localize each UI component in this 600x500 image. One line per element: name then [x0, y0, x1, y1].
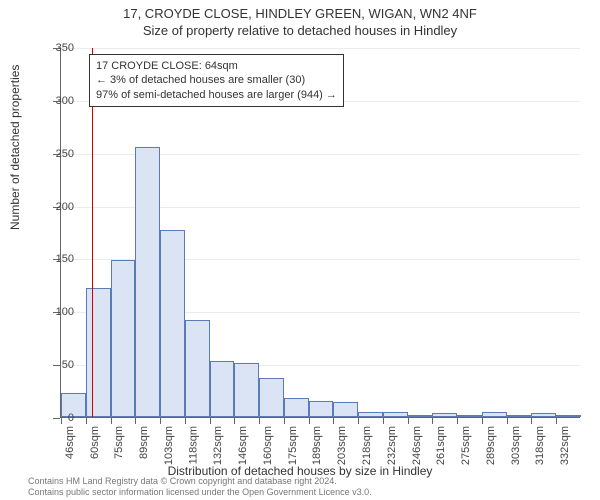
histogram-bar: [259, 378, 284, 417]
x-tick: [284, 418, 285, 424]
x-tick-label: 75sqm: [114, 426, 126, 459]
x-tick: [383, 418, 384, 424]
x-tick: [135, 418, 136, 424]
histogram-bar: [408, 415, 433, 417]
x-tick: [160, 418, 161, 424]
x-tick: [210, 418, 211, 424]
x-tick-label: 203sqm: [336, 426, 348, 465]
chart-container: 17, CROYDE CLOSE, HINDLEY GREEN, WIGAN, …: [0, 0, 600, 500]
x-tick-label: 318sqm: [534, 426, 546, 465]
histogram-bar: [531, 413, 556, 417]
x-tick: [482, 418, 483, 424]
x-tick: [457, 418, 458, 424]
y-tick-label: 150: [34, 253, 74, 265]
x-tick-label: 146sqm: [237, 426, 249, 465]
histogram-bar: [234, 363, 259, 417]
y-tick-label: 250: [34, 148, 74, 160]
annotation-line-1: 17 CROYDE CLOSE: 64sqm: [96, 59, 337, 73]
x-tick: [259, 418, 260, 424]
x-tick-label: 118sqm: [188, 426, 200, 464]
annotation-line-2: ← 3% of detached houses are smaller (30): [96, 73, 337, 87]
x-tick-label: 189sqm: [312, 426, 324, 465]
y-tick-label: 200: [34, 201, 74, 213]
histogram-bar: [185, 320, 210, 417]
y-tick-label: 100: [34, 306, 74, 318]
x-tick: [234, 418, 235, 424]
x-tick-label: 275sqm: [460, 426, 472, 465]
histogram-bar: [556, 415, 581, 417]
histogram-bar: [383, 412, 408, 417]
histogram-bar: [86, 288, 111, 417]
x-tick-label: 103sqm: [163, 426, 175, 465]
x-tick-label: 261sqm: [435, 426, 447, 465]
title-block: 17, CROYDE CLOSE, HINDLEY GREEN, WIGAN, …: [0, 6, 600, 38]
histogram-bar: [333, 402, 358, 417]
histogram-bar: [457, 415, 482, 417]
x-tick: [507, 418, 508, 424]
histogram-bar: [309, 401, 334, 417]
x-tick: [408, 418, 409, 424]
histogram-bar: [111, 260, 136, 418]
histogram-bar: [135, 147, 160, 417]
y-axis-title: Number of detached properties: [8, 65, 22, 230]
x-tick: [185, 418, 186, 424]
x-tick: [86, 418, 87, 424]
x-tick-label: 160sqm: [262, 426, 274, 465]
x-tick: [556, 418, 557, 424]
x-tick-label: 132sqm: [213, 426, 225, 465]
histogram-bar: [482, 412, 507, 417]
x-tick-label: 332sqm: [559, 426, 571, 465]
x-tick-label: 303sqm: [510, 426, 522, 465]
footer-line-1: Contains HM Land Registry data © Crown c…: [28, 476, 372, 487]
x-tick-label: 246sqm: [411, 426, 423, 465]
y-tick-label: 0: [34, 412, 74, 424]
footer: Contains HM Land Registry data © Crown c…: [28, 476, 372, 498]
x-tick-label: 46sqm: [64, 426, 76, 459]
title-line-2: Size of property relative to detached ho…: [0, 23, 600, 38]
x-tick-label: 218sqm: [361, 426, 373, 465]
x-tick-label: 60sqm: [89, 426, 101, 459]
plot-area: 17 CROYDE CLOSE: 64sqm ← 3% of detached …: [60, 48, 580, 418]
x-tick: [333, 418, 334, 424]
x-tick: [309, 418, 310, 424]
y-tick-label: 300: [34, 95, 74, 107]
y-tick-label: 350: [34, 42, 74, 54]
x-tick: [358, 418, 359, 424]
x-tick: [111, 418, 112, 424]
footer-line-2: Contains public sector information licen…: [28, 487, 372, 498]
histogram-bar: [432, 413, 457, 417]
histogram-bar: [358, 412, 383, 417]
x-tick: [531, 418, 532, 424]
x-tick-label: 175sqm: [287, 426, 299, 465]
annotation-line-3: 97% of semi-detached houses are larger (…: [96, 88, 337, 102]
histogram-bar: [210, 361, 235, 417]
x-tick-label: 232sqm: [386, 426, 398, 465]
x-tick: [432, 418, 433, 424]
x-tick-label: 289sqm: [485, 426, 497, 465]
y-tick-label: 50: [34, 359, 74, 371]
gridline: [61, 48, 580, 49]
histogram-bar: [284, 398, 309, 417]
histogram-bar: [507, 415, 532, 417]
histogram-bar: [160, 230, 185, 417]
x-tick-label: 89sqm: [138, 426, 150, 459]
title-line-1: 17, CROYDE CLOSE, HINDLEY GREEN, WIGAN, …: [0, 6, 600, 21]
annotation-box: 17 CROYDE CLOSE: 64sqm ← 3% of detached …: [89, 54, 344, 107]
